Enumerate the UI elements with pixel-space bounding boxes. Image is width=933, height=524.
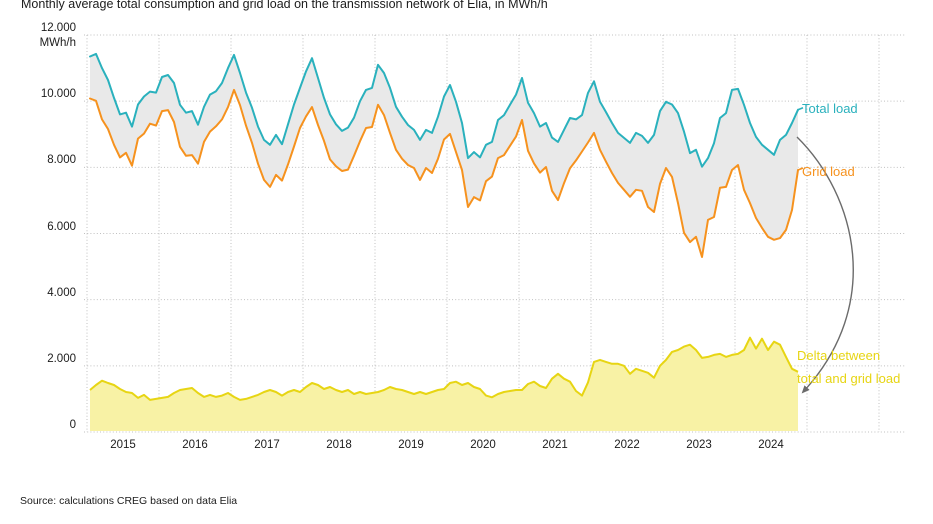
x-axis-year-label: 2020 [470, 439, 496, 451]
delta-label-line2: total and grid load [797, 371, 901, 386]
x-axis-year-label: 2021 [542, 439, 568, 451]
total-load-leader [797, 107, 804, 111]
x-axis-year-label: 2019 [398, 439, 424, 451]
x-axis-year-label: 2022 [614, 439, 640, 451]
y-axis-tick-label: 0 [69, 419, 76, 431]
grid-load-line [89, 88, 799, 258]
y-axis-tick-label: 8.000 [47, 154, 76, 167]
source-note: Source: calculations CREG based on data … [20, 495, 238, 507]
gap-area [90, 53, 798, 258]
x-axis-year-label: 2018 [326, 439, 352, 451]
delta-line [89, 336, 799, 401]
y-axis-tick-label: 4.000 [47, 286, 76, 299]
y-axis-tick-label: 12.000 [40, 22, 76, 34]
annotation-arrow [796, 136, 854, 394]
grid-load-leader [797, 167, 804, 171]
y-axis-unit-label: MWh/h [39, 37, 76, 49]
x-axis-year-label: 2016 [182, 439, 208, 451]
y-axis-tick-label: 2.000 [47, 352, 76, 365]
page-title: Monthly average total consumption and gr… [21, 0, 548, 11]
grid-load-label: Grid load [802, 164, 855, 179]
y-axis-tick-label: 10.000 [40, 88, 76, 101]
x-axis-year-label: 2024 [758, 439, 784, 451]
delta-area [90, 337, 798, 431]
y-axis-tick-label: 6.000 [47, 220, 76, 233]
total-load-label: Total load [802, 101, 858, 116]
total-load-line [89, 52, 799, 168]
delta-label-line1: Delta between [797, 348, 881, 363]
x-axis-year-label: 2017 [254, 439, 280, 451]
x-axis-year-label: 2023 [686, 439, 712, 451]
x-axis-year-label: 2015 [110, 439, 136, 451]
